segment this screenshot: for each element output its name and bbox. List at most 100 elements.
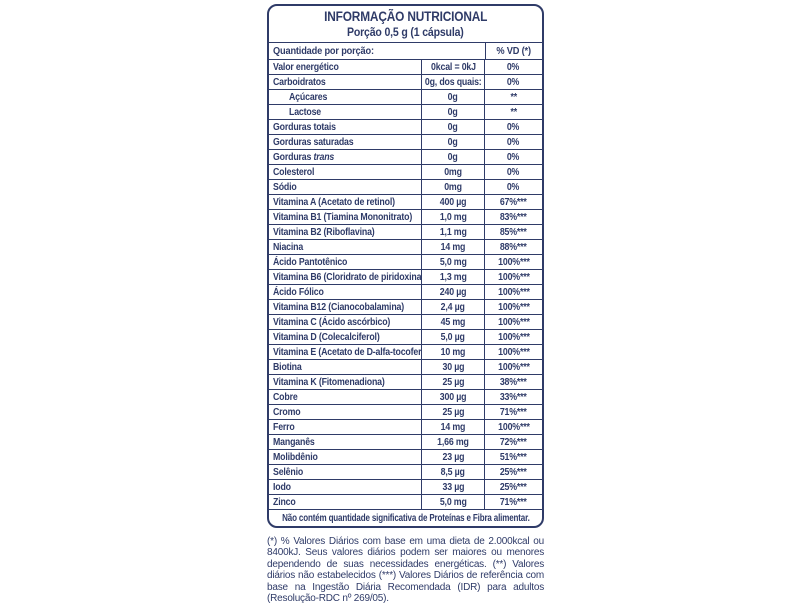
nutrient-dv: 83%*** (500, 211, 527, 223)
nutrient-amount: 240 µg (421, 285, 485, 299)
nutrient-dv: 51%*** (500, 451, 527, 463)
nutrient-dv: 25%*** (500, 466, 527, 478)
nutrient-name: Niacina (273, 241, 304, 253)
table-row: Ácido Fólico 240 µg 100%*** (269, 284, 542, 299)
table-row: Niacina 14 mg 88%*** (269, 239, 542, 254)
nutrient-amount: 1,1 mg (421, 225, 485, 239)
nutrient-amount: 0g (421, 135, 485, 149)
table-row: Colesterol 0mg 0% (269, 164, 542, 179)
table-row: Vitamina B1 (Tiamina Mononitrato) 1,0 mg… (269, 209, 542, 224)
table-row: Gorduras saturadas 0g 0% (269, 134, 542, 149)
table-row: Cromo 25 µg 71%*** (269, 404, 542, 419)
nutrient-name: Ferro (273, 421, 295, 433)
table-row: Ferro 14 mg 100%*** (269, 419, 542, 434)
nutrient-dv: 0% (507, 166, 520, 178)
nutrient-name: Carboidratos (273, 76, 326, 88)
nutrient-dv: 0% (507, 76, 520, 88)
nutrient-name: Manganês (273, 436, 315, 448)
nutrient-dv: 72%*** (500, 436, 527, 448)
nutrient-amount: 10 mg (421, 345, 485, 359)
nutrient-dv: 100%*** (497, 256, 530, 268)
nutrient-name: Lactose (289, 106, 322, 118)
nutrient-amount: 300 µg (421, 390, 485, 404)
nutrient-name: Gorduras trans (273, 151, 335, 163)
nutrition-label: INFORMAÇÃO NUTRICIONAL Porção 0,5 g (1 c… (267, 4, 544, 604)
nutrient-dv: 100%*** (497, 316, 530, 328)
table-row: Iodo 33 µg 25%*** (269, 479, 542, 494)
nutrient-amount: 0mg (421, 165, 485, 179)
column-header-dv: % VD (*) (485, 43, 542, 59)
nutrient-amount: 400 µg (421, 195, 485, 209)
nutrient-name: Colesterol (273, 166, 315, 178)
table-row: Vitamina D (Colecalciferol) 5,0 µg 100%*… (269, 329, 542, 344)
nutrient-name: Cobre (273, 391, 298, 403)
nutrient-name: Ácido Pantotênico (273, 256, 348, 268)
nutrient-amount: 2,4 µg (421, 300, 485, 314)
nutrient-amount: 14 mg (421, 240, 485, 254)
nutrient-amount: 0mg (421, 180, 485, 194)
table-row: Cobre 300 µg 33%*** (269, 389, 542, 404)
table-row: Açúcares 0g ** (269, 89, 542, 104)
nutrient-name: Gorduras saturadas (273, 136, 354, 148)
nutrient-name: Molibdênio (273, 451, 318, 463)
label-title: INFORMAÇÃO NUTRICIONAL (323, 9, 488, 24)
nutrient-amount: 1,66 mg (421, 435, 485, 449)
table-row: Manganês 1,66 mg 72%*** (269, 434, 542, 449)
nutrient-name: Vitamina B12 (Cianocobalamina) (273, 301, 404, 313)
table-row: Vitamina A (Acetato de retinol) 400 µg 6… (269, 194, 542, 209)
nutrient-name: Vitamina B6 (Cloridrato de piridoxina) (273, 271, 421, 283)
nutrient-name: Gorduras totais (273, 121, 336, 133)
table-row: Biotina 30 µg 100%*** (269, 359, 542, 374)
table-row: Vitamina B2 (Riboflavina) 1,1 mg 85%*** (269, 224, 542, 239)
table-row: Sódio 0mg 0% (269, 179, 542, 194)
nutrient-name: Açúcares (289, 91, 328, 103)
nutrient-amount: 1,3 mg (421, 270, 485, 284)
serving-size: Porção 0,5 g (1 cápsula) (347, 25, 464, 39)
table-header-row: Quantidade por porção: % VD (*) (269, 42, 542, 59)
nutrient-amount: 45 mg (421, 315, 485, 329)
nutrient-name: Biotina (273, 361, 302, 373)
nutrient-name: Vitamina C (Ácido ascórbico) (273, 316, 391, 328)
nutrient-amount: 5,0 mg (421, 495, 485, 509)
nutrient-amount: 8,5 µg (421, 465, 485, 479)
rows-container: Valor energético 0kcal = 0kJ 0% Carboidr… (269, 59, 542, 509)
nutrient-amount: 5,0 µg (421, 330, 485, 344)
nutrient-dv: 100%*** (497, 331, 530, 343)
nutrient-name: Vitamina E (Acetato de D-alfa-tocoferol) (273, 346, 421, 358)
nutrient-amount: 25 µg (421, 405, 485, 419)
label-header: INFORMAÇÃO NUTRICIONAL Porção 0,5 g (1 c… (269, 6, 542, 42)
nutrient-amount: 14 mg (421, 420, 485, 434)
nutrient-name: Zinco (273, 496, 296, 508)
nutrient-dv: 38%*** (500, 376, 527, 388)
nutrient-name: Valor energético (273, 61, 339, 73)
footnote: (*) % Valores Diários com base em uma di… (267, 536, 544, 604)
nutrient-name: Vitamina D (Colecalciferol) (273, 331, 380, 343)
nutrient-amount: 30 µg (421, 360, 485, 374)
nutrient-dv: 0% (507, 61, 520, 73)
table-row: Zinco 5,0 mg 71%*** (269, 494, 542, 509)
nutrient-dv: 0% (507, 121, 520, 133)
table-row: Vitamina B6 (Cloridrato de piridoxina) 1… (269, 269, 542, 284)
table-row: Molibdênio 23 µg 51%*** (269, 449, 542, 464)
nutrient-dv: 33%*** (500, 391, 527, 403)
nutrient-dv: 0% (507, 136, 520, 148)
nutrient-dv: 100%*** (497, 361, 530, 373)
table-row: Gorduras totais 0g 0% (269, 119, 542, 134)
column-header-quantity: Quantidade por porção: (273, 45, 374, 57)
nutrient-dv: 100%*** (497, 346, 530, 358)
nutrient-name: Iodo (273, 481, 291, 493)
nutrient-amount: 0kcal = 0kJ (421, 60, 485, 74)
no-significant-note: Não contém quantidade significativa de P… (269, 509, 542, 526)
nutrient-amount: 0g (421, 105, 485, 119)
nutrient-name: Vitamina B2 (Riboflavina) (273, 226, 375, 238)
nutrient-dv: 0% (507, 181, 520, 193)
nutrition-table-box: INFORMAÇÃO NUTRICIONAL Porção 0,5 g (1 c… (267, 4, 544, 528)
nutrient-dv: 100%*** (497, 421, 530, 433)
nutrient-dv: 100%*** (497, 301, 530, 313)
nutrient-dv: ** (510, 91, 517, 103)
table-row: Valor energético 0kcal = 0kJ 0% (269, 59, 542, 74)
nutrient-name: Vitamina B1 (Tiamina Mononitrato) (273, 211, 413, 223)
nutrient-dv: 100%*** (497, 286, 530, 298)
table-row: Vitamina C (Ácido ascórbico) 45 mg 100%*… (269, 314, 542, 329)
table-row: Selênio 8,5 µg 25%*** (269, 464, 542, 479)
